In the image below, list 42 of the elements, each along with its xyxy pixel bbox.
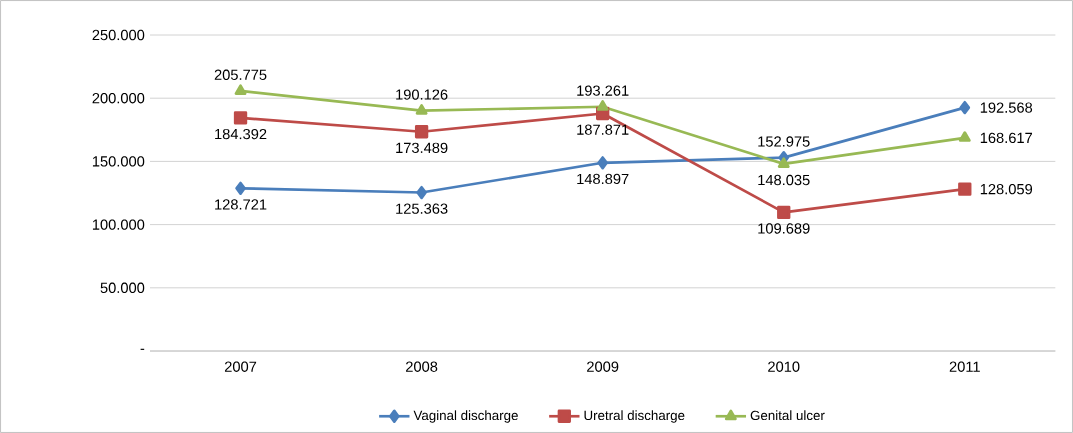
y-tick-label: 100.000: [92, 219, 145, 230]
point: [234, 84, 247, 95]
y-tick-label: 250.000: [92, 29, 145, 41]
y-tick-label: 200.000: [92, 93, 145, 104]
y-tick-label: 50.000: [100, 282, 145, 293]
point: [959, 100, 971, 115]
x-tick-label: 2008: [406, 361, 438, 372]
point: [596, 100, 609, 111]
point: [415, 104, 428, 115]
data-label: 187.871: [577, 124, 629, 135]
point: [958, 182, 972, 196]
point: [416, 185, 427, 200]
legend-label: Genital ulcer: [750, 410, 825, 421]
point: [414, 125, 429, 139]
data-label: 173.489: [396, 142, 448, 154]
data-label: 148.897: [577, 173, 629, 185]
data-label: 128.721: [215, 199, 267, 210]
data-label: 125.363: [396, 203, 448, 214]
point: [597, 156, 609, 170]
point: [777, 157, 790, 168]
x-tick-label: 2009: [587, 361, 619, 372]
point: [233, 111, 248, 125]
data-label: 184.392: [215, 128, 267, 140]
legend-label: Uretral discharge: [584, 410, 685, 423]
x-tick-label: 2011: [949, 361, 980, 372]
point: [958, 131, 971, 142]
x-tick-label: 2007: [224, 361, 257, 372]
data-label: 109.689: [758, 223, 810, 234]
data-label: 193.261: [577, 85, 629, 96]
data-label: 128.059: [980, 183, 1033, 195]
data-label: 168.617: [980, 132, 1033, 144]
point: [777, 205, 791, 220]
x-tick-label: 2010: [768, 361, 800, 372]
data-label: 190.126: [396, 89, 448, 100]
point: [235, 181, 246, 195]
data-label: 152.975: [758, 136, 810, 147]
y-tick-label: -: [140, 348, 145, 350]
data-label: 192.568: [980, 102, 1033, 113]
data-label: 148.035: [758, 174, 810, 186]
legend-label: Vaginal discharge: [413, 410, 518, 423]
data-label: 205.775: [214, 69, 267, 80]
y-tick-label: 150.000: [92, 156, 145, 167]
